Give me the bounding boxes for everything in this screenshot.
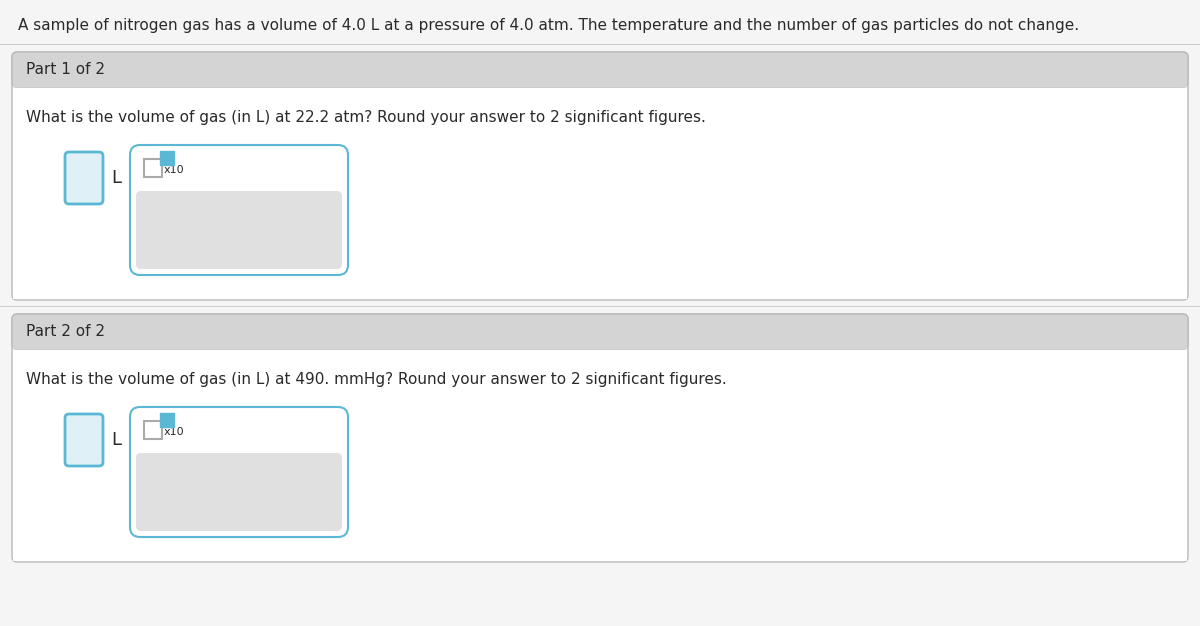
Bar: [13, 88, 1187, 299]
FancyBboxPatch shape: [130, 407, 348, 537]
Bar: [13, 70, 1187, 87]
Text: x10: x10: [164, 427, 185, 437]
Text: ×: ×: [198, 218, 218, 242]
FancyBboxPatch shape: [12, 314, 1188, 562]
Bar: [160, 151, 174, 165]
Text: What is the volume of gas (in L) at 490. mmHg? Round your answer to 2 significan: What is the volume of gas (in L) at 490.…: [26, 372, 727, 387]
Bar: [144, 159, 162, 177]
Text: ×: ×: [198, 480, 218, 504]
Text: Part 1 of 2: Part 1 of 2: [26, 61, 106, 76]
Text: Part 2 of 2: Part 2 of 2: [26, 324, 106, 339]
Bar: [144, 421, 162, 439]
FancyBboxPatch shape: [136, 191, 342, 269]
FancyBboxPatch shape: [12, 52, 1188, 87]
FancyBboxPatch shape: [12, 52, 1188, 300]
Text: A sample of nitrogen gas has a volume of 4.0 L at a pressure of 4.0 atm. The tem: A sample of nitrogen gas has a volume of…: [18, 18, 1079, 33]
FancyBboxPatch shape: [130, 145, 348, 275]
Bar: [0, 44, 1200, 45]
Text: L: L: [112, 169, 121, 187]
Text: ↺: ↺: [275, 218, 294, 242]
FancyBboxPatch shape: [65, 414, 103, 466]
Text: x10: x10: [164, 165, 185, 175]
Bar: [13, 350, 1187, 561]
Text: ↺: ↺: [275, 480, 294, 504]
FancyBboxPatch shape: [65, 152, 103, 204]
Bar: [160, 413, 174, 427]
Text: What is the volume of gas (in L) at 22.2 atm? Round your answer to 2 significant: What is the volume of gas (in L) at 22.2…: [26, 110, 706, 125]
Text: L: L: [112, 431, 121, 449]
Bar: [0, 306, 1200, 307]
FancyBboxPatch shape: [136, 453, 342, 531]
FancyBboxPatch shape: [12, 314, 1188, 349]
Bar: [13, 332, 1187, 349]
